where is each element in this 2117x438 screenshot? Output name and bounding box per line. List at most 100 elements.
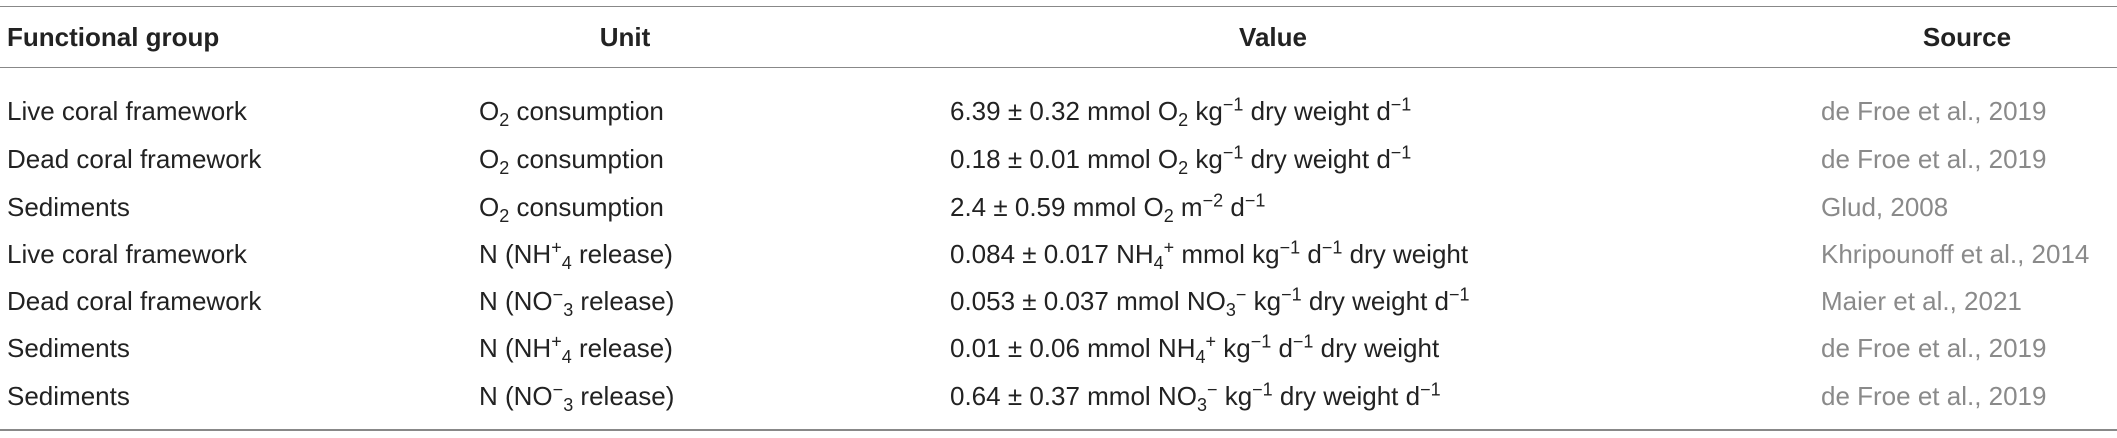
subscript: 2 xyxy=(1178,110,1189,131)
text-run: d xyxy=(1300,239,1322,269)
text-run: 0.01 ± 0.06 mmol NH xyxy=(950,333,1196,363)
superscript: −1 xyxy=(1279,237,1301,258)
source-cell: de Froe et al., 2019 xyxy=(1821,144,2047,174)
subscript: 3 xyxy=(563,300,574,321)
value-cell: 0.64 ± 0.37 mmol NO3− kg−1 dry weight d−… xyxy=(950,379,1441,414)
superscript: −1 xyxy=(1250,331,1272,352)
subscript: 4 xyxy=(1153,253,1164,274)
text-run: kg xyxy=(1188,96,1223,126)
bottom-rule xyxy=(0,429,2117,431)
subscript: 2 xyxy=(499,206,510,227)
text-run: release) xyxy=(573,286,675,316)
text-run: 2.4 ± 0.59 mmol O xyxy=(950,192,1164,222)
text-run: release) xyxy=(573,381,675,411)
text-run: dry weight d xyxy=(1243,144,1391,174)
value-cell: 0.053 ± 0.037 mmol NO3− kg−1 dry weight … xyxy=(950,284,1470,319)
subscript: 3 xyxy=(1225,300,1236,321)
subscript: 4 xyxy=(561,347,572,368)
subscript: 2 xyxy=(499,110,510,131)
text-run: dry weight d xyxy=(1243,96,1391,126)
superscript: −1 xyxy=(1281,284,1302,305)
top-rule xyxy=(0,6,2117,7)
column-header: Functional group xyxy=(7,22,220,52)
superscript: − xyxy=(1206,379,1218,400)
text-run: 0.084 ± 0.017 NH xyxy=(950,239,1154,269)
superscript: + xyxy=(1163,237,1175,258)
superscript: + xyxy=(551,237,562,258)
superscript: + xyxy=(551,331,562,352)
source-cell: de Froe et al., 2019 xyxy=(1821,381,2047,411)
text-run: O xyxy=(479,96,500,126)
unit-cell: O2 consumption xyxy=(479,96,664,129)
text-run: N (NO xyxy=(479,381,553,411)
text-run: kg xyxy=(1246,286,1282,316)
header-rule xyxy=(0,67,2117,68)
source-cell: Glud, 2008 xyxy=(1821,192,1949,222)
value-cell: 2.4 ± 0.59 mmol O2 m−2 d−1 xyxy=(950,190,1266,225)
subscript: 4 xyxy=(1195,347,1206,368)
column-header: Value xyxy=(1239,22,1307,52)
text-run: d xyxy=(1223,192,1245,222)
functional-group-cell: Live coral framework xyxy=(7,239,247,269)
superscript: −1 xyxy=(1222,142,1244,163)
subscript: 4 xyxy=(561,253,572,274)
subscript: 3 xyxy=(1196,395,1207,416)
superscript: −1 xyxy=(1390,94,1412,115)
text-run: N (NO xyxy=(479,286,553,316)
superscript: + xyxy=(1205,331,1217,352)
superscript: −1 xyxy=(1222,94,1244,115)
value-cell: 0.18 ± 0.01 mmol O2 kg−1 dry weight d−1 xyxy=(950,142,1412,177)
unit-cell: N (NH+4 release) xyxy=(479,331,673,366)
text-run: consumption xyxy=(509,96,664,126)
functional-group-cell: Sediments xyxy=(7,192,130,222)
value-cell: 0.084 ± 0.017 NH4+ mmol kg−1 d−1 dry wei… xyxy=(950,237,1469,272)
superscript: −1 xyxy=(1420,379,1441,400)
text-run: kg xyxy=(1217,381,1253,411)
value-cell: 0.01 ± 0.06 mmol NH4+ kg−1 d−1 dry weigh… xyxy=(950,331,1440,366)
source-cell: Maier et al., 2021 xyxy=(1821,286,2022,316)
functional-group-cell: Dead coral framework xyxy=(7,144,262,174)
unit-cell: O2 consumption xyxy=(479,144,664,177)
subscript: 2 xyxy=(1163,206,1174,227)
source-cell: de Froe et al., 2019 xyxy=(1821,333,2047,363)
superscript: −1 xyxy=(1244,190,1266,211)
superscript: − xyxy=(552,379,564,400)
text-run: kg xyxy=(1188,144,1223,174)
functional-group-cell: Sediments xyxy=(7,381,130,411)
column-header: Unit xyxy=(599,22,651,52)
text-run: dry weight xyxy=(1342,239,1469,269)
unit-cell: N (NH+4 release) xyxy=(479,237,673,272)
subscript: 3 xyxy=(563,395,574,416)
text-run: 0.053 ± 0.037 mmol NO xyxy=(950,286,1226,316)
text-run: dry weight xyxy=(1313,333,1440,363)
functional-group-cell: Sediments xyxy=(7,333,130,363)
text-run: release) xyxy=(571,333,673,363)
text-run: mmol kg xyxy=(1174,239,1280,269)
text-run: O xyxy=(479,144,500,174)
superscript: −1 xyxy=(1292,331,1314,352)
superscript: −1 xyxy=(1449,284,1470,305)
text-run: kg xyxy=(1216,333,1251,363)
superscript: − xyxy=(1235,284,1247,305)
subscript: 2 xyxy=(499,158,510,179)
text-run: d xyxy=(1271,333,1293,363)
text-run: m xyxy=(1173,192,1203,222)
unit-cell: O2 consumption xyxy=(479,192,664,225)
text-run: 0.64 ± 0.37 mmol NO xyxy=(950,381,1197,411)
superscript: −1 xyxy=(1252,379,1273,400)
superscript: −1 xyxy=(1321,237,1343,258)
text-run: consumption xyxy=(509,144,664,174)
text-run: N (NH xyxy=(479,333,552,363)
functional-group-cell: Live coral framework xyxy=(7,96,247,126)
text-run: O xyxy=(479,192,500,222)
superscript: −1 xyxy=(1390,142,1412,163)
text-run: 0.18 ± 0.01 mmol O xyxy=(950,144,1179,174)
text-run: N (NH xyxy=(479,239,552,269)
subscript: 2 xyxy=(1178,158,1189,179)
unit-cell: N (NO−3 release) xyxy=(479,379,675,414)
superscript: − xyxy=(552,284,564,305)
text-run: 6.39 ± 0.32 mmol O xyxy=(950,96,1179,126)
text-run: dry weight d xyxy=(1301,286,1449,316)
value-cell: 6.39 ± 0.32 mmol O2 kg−1 dry weight d−1 xyxy=(950,94,1412,129)
